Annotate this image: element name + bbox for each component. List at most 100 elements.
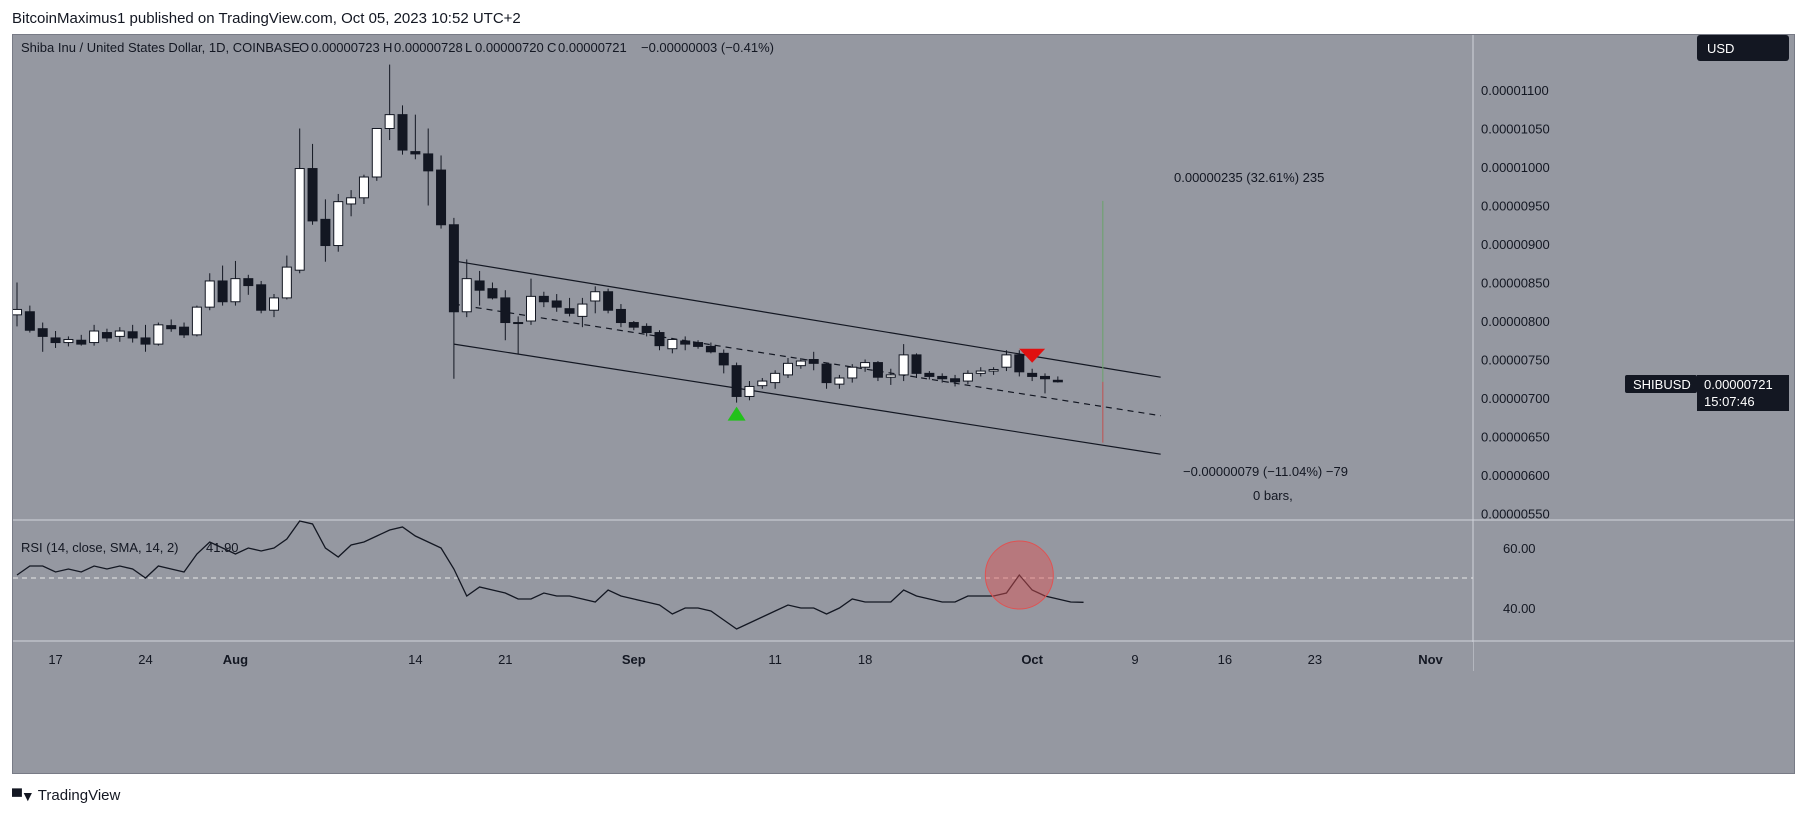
channel-lower-line — [453, 343, 1161, 455]
rsi-line — [16, 520, 1084, 630]
rsi-highlight-circle — [984, 540, 1054, 610]
candle-body — [320, 218, 331, 247]
time-tick-label: Nov — [1418, 652, 1443, 667]
candle — [1052, 376, 1063, 383]
candle-body — [346, 197, 357, 205]
candle-body — [307, 168, 318, 222]
candle — [423, 128, 434, 206]
candle — [474, 270, 485, 306]
buy-signal-marker — [727, 406, 746, 421]
candle — [641, 323, 652, 337]
candle-body — [371, 128, 382, 178]
price-tag-price: 0.00000721 — [1704, 377, 1773, 392]
candle-body — [436, 169, 447, 226]
candle — [448, 217, 459, 379]
price-tick-label: 0.00001100 — [1481, 83, 1549, 98]
candle — [513, 316, 524, 355]
candle-body — [680, 340, 691, 345]
candle-body — [911, 354, 922, 374]
candle-body — [76, 339, 87, 345]
candle-body — [127, 331, 138, 339]
candle-body — [50, 337, 61, 344]
candle-body — [950, 378, 961, 383]
candle — [680, 336, 691, 351]
price-tick-label: 0.00001000 — [1481, 160, 1550, 175]
footer[interactable]: ▀▼ TradingView — [12, 787, 120, 804]
low-label: L — [465, 40, 472, 55]
candle-body — [590, 291, 601, 302]
candle — [101, 328, 112, 342]
chart-svg[interactable]: 0.00001100 0.00001050 0.00001000 0.00000950… — [12, 35, 1794, 773]
candle — [89, 324, 100, 346]
candle — [12, 282, 22, 327]
candle — [834, 374, 845, 389]
price-tick-label: 0.00001050 — [1481, 122, 1550, 137]
candle — [320, 199, 331, 262]
candle-body — [628, 322, 639, 328]
candle — [847, 364, 858, 383]
candle-body — [140, 337, 151, 345]
price-tag-symbol: SHIBUSD — [1633, 377, 1691, 392]
candle-body — [757, 380, 768, 387]
candle — [577, 297, 588, 328]
candle — [397, 105, 408, 155]
candle — [705, 342, 716, 354]
candle-body — [101, 332, 112, 339]
candle — [191, 305, 202, 337]
candle — [487, 282, 498, 300]
candle — [693, 340, 704, 349]
price-tag-countdown: 15:07:46 — [1704, 394, 1755, 409]
candle-body — [898, 354, 909, 376]
currency-label: USD — [1707, 41, 1734, 56]
candle — [1027, 368, 1038, 382]
candle-body — [937, 375, 948, 380]
candle-body — [166, 325, 177, 330]
candle-body — [410, 151, 421, 155]
time-tick-label: 14 — [408, 652, 422, 667]
price-tick-label: 0.00000550 — [1481, 507, 1550, 522]
candle — [461, 259, 472, 318]
candle-body — [487, 288, 498, 299]
candle — [988, 367, 999, 375]
candle — [603, 288, 614, 314]
candle-body — [1001, 354, 1012, 368]
time-tick-label: 24 — [138, 652, 152, 667]
candle — [962, 370, 973, 385]
measure-up-label: 0.00000235 (32.61%) 235 — [1174, 170, 1324, 185]
candle — [564, 297, 575, 317]
price-tick-label: 0.00000850 — [1481, 276, 1550, 291]
candle — [358, 174, 369, 204]
price-tick-label: 0.00000750 — [1481, 353, 1550, 368]
candle-body — [551, 300, 562, 308]
candle — [346, 190, 357, 217]
time-tick-label: 18 — [858, 652, 872, 667]
candle — [153, 322, 164, 346]
ohlc-legend: O 0.00000723 H 0.00000728 L 0.00000720 C… — [299, 40, 774, 55]
chart-frame[interactable]: 0.00001100 0.00001050 0.00001000 0.00000950… — [12, 34, 1795, 774]
candle-body — [872, 362, 883, 378]
candle — [24, 305, 35, 333]
candle-body — [333, 201, 344, 247]
candle — [371, 128, 382, 181]
change-value: −0.00000003 (−0.41%) — [641, 40, 774, 55]
candle-body — [731, 365, 742, 397]
candle-body — [89, 330, 100, 344]
candle-body — [63, 338, 74, 344]
candle-body — [860, 362, 871, 368]
time-tick-label: 16 — [1218, 652, 1232, 667]
candle-body — [538, 295, 549, 303]
candle — [1040, 373, 1050, 394]
currency-button[interactable]: USD — [1697, 35, 1789, 61]
candle — [975, 367, 986, 377]
candle — [307, 143, 318, 225]
footer-brand: TradingView — [37, 787, 121, 804]
candle-body — [423, 153, 434, 172]
candle-body — [705, 345, 716, 353]
candle-body — [500, 297, 511, 324]
candle-body — [795, 360, 806, 367]
candle — [37, 322, 48, 352]
open-label: O — [299, 40, 309, 55]
candle-body — [474, 280, 485, 291]
measure-bars-label: 0 bars, — [1253, 488, 1293, 503]
candle — [744, 381, 755, 401]
